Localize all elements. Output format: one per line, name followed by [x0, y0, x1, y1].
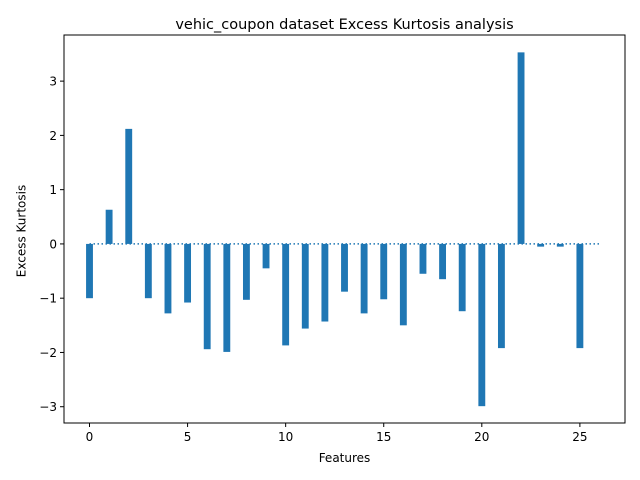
y-axis-title: Excess Kurtosis — [15, 185, 29, 277]
y-tick-label: 3 — [49, 75, 57, 89]
x-tick-label: 0 — [86, 430, 94, 444]
bar-feature-9 — [262, 243, 270, 269]
chart-title: vehic_coupon dataset Excess Kurtosis ana… — [175, 17, 513, 33]
x-axis-title: Features — [319, 451, 371, 465]
bar-feature-0 — [86, 243, 93, 299]
bar-feature-23 — [537, 243, 545, 247]
y-tick-label: −3 — [39, 400, 57, 414]
y-tick-label: 1 — [49, 183, 57, 197]
y-tick-label: −1 — [39, 292, 57, 306]
plot-frame — [63, 34, 626, 424]
bar-feature-25 — [576, 243, 584, 349]
bar-feature-10 — [282, 243, 290, 346]
x-tick-label: 15 — [376, 430, 391, 444]
plot-area: 0 5 10 15 20 25 −3 −2 −1 0 1 2 3 — [39, 34, 626, 444]
y-tick-label: −2 — [39, 346, 57, 360]
bar-feature-22 — [517, 52, 525, 244]
x-tick-label: 10 — [278, 430, 293, 444]
bar-feature-8 — [242, 243, 250, 300]
bar-feature-1 — [105, 209, 113, 244]
bar-feature-13 — [341, 243, 348, 292]
bar-feature-18 — [439, 243, 447, 280]
bar-feature-15 — [380, 243, 388, 300]
y-tick-label: 2 — [49, 129, 57, 143]
y-tick-label: 0 — [49, 237, 57, 251]
bar-feature-12 — [321, 243, 329, 322]
bar-feature-16 — [399, 243, 407, 326]
bar-feature-11 — [301, 243, 309, 329]
x-tick-label: 20 — [474, 430, 489, 444]
bar-feature-14 — [360, 243, 368, 314]
bar-feature-7 — [223, 243, 231, 352]
x-tick-label: 5 — [184, 430, 192, 444]
bar-feature-17 — [419, 243, 427, 274]
bar-feature-2 — [125, 128, 133, 244]
bar-feature-4 — [164, 243, 172, 314]
bar-feature-24 — [556, 243, 564, 247]
bar-feature-3 — [144, 243, 152, 299]
bar-feature-5 — [184, 243, 192, 303]
bar-feature-6 — [203, 243, 211, 350]
bar-feature-19 — [458, 243, 466, 312]
bar-feature-20 — [478, 243, 486, 407]
x-tick-label: 25 — [572, 430, 587, 444]
bar-feature-21 — [497, 243, 505, 349]
